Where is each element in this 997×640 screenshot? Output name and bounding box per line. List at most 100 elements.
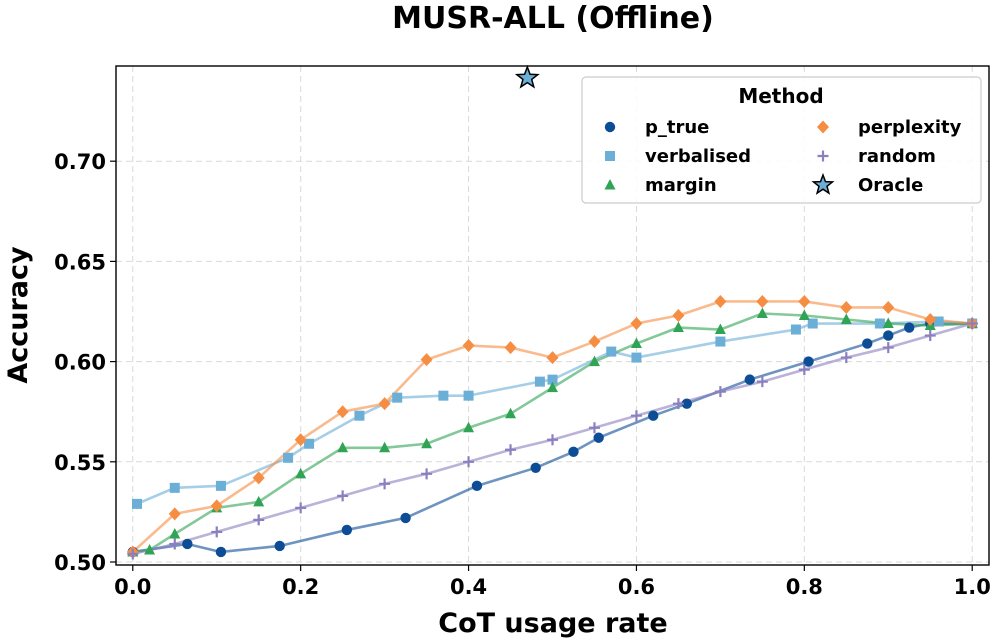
legend-marker-verbalised xyxy=(605,151,615,161)
y-tick-label: 0.55 xyxy=(54,451,106,475)
random-point xyxy=(756,376,768,388)
legend-marker-random xyxy=(817,150,829,162)
random-point xyxy=(588,422,600,434)
legend-entry-random: random xyxy=(817,146,936,167)
p-true-point xyxy=(400,512,411,524)
margin-point xyxy=(630,337,642,349)
legend-entry-margin: margin xyxy=(604,175,717,196)
random-point xyxy=(547,434,558,446)
verbalised-point xyxy=(169,482,180,493)
perplexity-point xyxy=(252,471,265,485)
margin-point xyxy=(882,317,894,329)
verbalised-point xyxy=(463,390,474,401)
random-point xyxy=(714,386,726,398)
margin-point xyxy=(421,437,433,449)
p-true-point xyxy=(530,462,541,474)
random-point xyxy=(421,468,433,480)
y-tick-label: 0.65 xyxy=(54,250,106,274)
x-tick-label: 0.8 xyxy=(786,575,823,599)
oracle-point xyxy=(514,64,540,89)
random-point xyxy=(211,526,223,538)
random-point xyxy=(127,548,139,560)
random-point xyxy=(295,502,307,514)
verbalised-point xyxy=(534,376,545,387)
perplexity-point xyxy=(336,405,349,419)
verbalised-series xyxy=(131,316,978,509)
p-true-point xyxy=(681,398,693,409)
random-point xyxy=(505,444,517,456)
legend-label-random: random xyxy=(858,146,936,167)
random-series xyxy=(127,318,978,560)
verbalised-point xyxy=(874,318,885,329)
margin-point xyxy=(379,441,391,453)
legend-marker-p-true xyxy=(604,121,616,133)
margin-line xyxy=(132,312,973,554)
verbalised-point xyxy=(631,352,642,363)
legend-entry-p-true: p_true xyxy=(604,117,709,138)
verbalised-point xyxy=(790,324,801,335)
legend-entry-oracle: Oracle xyxy=(811,172,923,196)
margin-point xyxy=(840,313,852,325)
plot-frame xyxy=(115,65,990,566)
p-true-point xyxy=(904,322,915,333)
y-tick-label: 0.60 xyxy=(54,351,106,375)
verbalised-point xyxy=(438,390,449,401)
legend-marker-margin xyxy=(604,179,616,190)
p-true-point xyxy=(744,374,755,385)
verbalised-point xyxy=(547,374,558,385)
margin-point xyxy=(588,355,600,367)
perplexity-point xyxy=(504,341,517,355)
verbalised-point xyxy=(304,438,315,449)
perplexity-point xyxy=(462,339,475,353)
random-point xyxy=(379,478,391,490)
p-true-point xyxy=(883,330,894,341)
axis-ticks: 0.0 0.2 0.4 0.6 0.8 1.0 0.50 0.55 0.60 0.65 0.70 xyxy=(54,150,991,599)
random-point xyxy=(253,514,265,526)
random-point xyxy=(672,398,684,410)
oracle-series xyxy=(514,64,540,89)
p-true-point xyxy=(803,356,814,367)
p-true-point xyxy=(862,338,873,349)
perplexity-point xyxy=(714,294,727,308)
margin-point xyxy=(756,307,768,318)
p-true-point xyxy=(341,524,353,536)
perplexity-point xyxy=(210,499,223,513)
perplexity-point xyxy=(420,353,433,367)
legend-entry-perplexity: perplexity xyxy=(817,117,962,138)
verbalised-point xyxy=(606,346,617,357)
perplexity-point xyxy=(168,507,181,521)
verbalised-point xyxy=(392,392,403,403)
legend-label-p-true: p_true xyxy=(645,117,709,138)
perplexity-line xyxy=(131,300,973,553)
margin-point xyxy=(505,407,517,419)
x-tick-label: 1.0 xyxy=(954,575,991,599)
margin-point xyxy=(672,321,684,333)
p-true-point xyxy=(274,540,285,552)
chart-title: MUSR-ALL (Offline) xyxy=(392,1,714,36)
random-point xyxy=(798,364,810,376)
perplexity-point xyxy=(378,397,391,411)
perplexity-point xyxy=(588,335,601,349)
margin-point xyxy=(547,381,558,393)
p-true-point xyxy=(593,432,604,443)
legend-label-verbalised: verbalised xyxy=(645,146,751,167)
perplexity-point xyxy=(882,300,895,314)
verbalised-point xyxy=(131,498,142,509)
legend: Method p_true verbalised margin perplexity r… xyxy=(581,76,982,204)
legend-marker-oracle xyxy=(811,172,835,195)
legend-label-oracle: Oracle xyxy=(858,175,923,196)
plot-series xyxy=(126,64,979,560)
x-tick-label: 0.0 xyxy=(114,575,151,599)
random-point xyxy=(924,330,936,342)
y-axis-label: Accuracy xyxy=(3,246,34,384)
margin-point xyxy=(169,527,181,539)
margin-point xyxy=(798,309,810,320)
verbalised-point xyxy=(215,480,226,491)
y-tick-label: 0.70 xyxy=(54,150,106,174)
random-point xyxy=(463,456,475,468)
p-true-point xyxy=(215,546,227,558)
x-tick-label: 0.6 xyxy=(618,575,655,599)
margin-point xyxy=(463,421,475,433)
perplexity-point xyxy=(756,294,769,308)
